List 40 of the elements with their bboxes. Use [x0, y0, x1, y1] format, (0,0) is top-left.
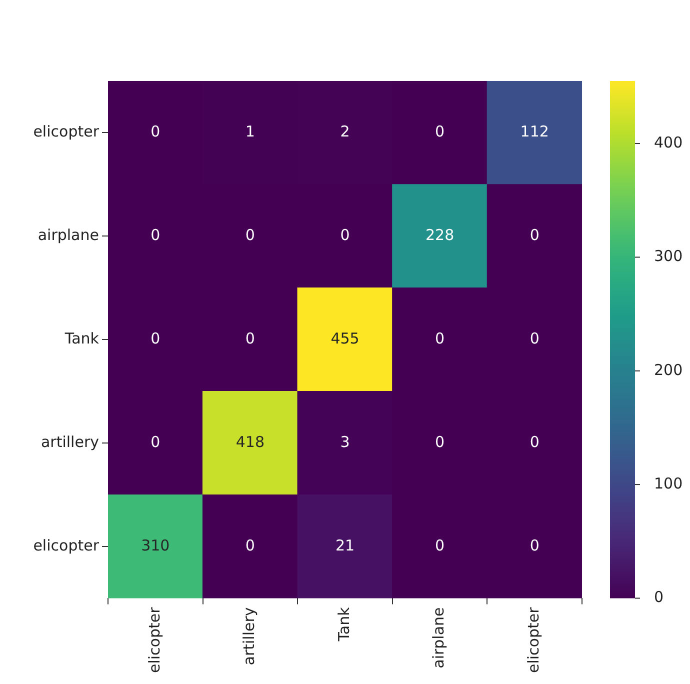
- data-label: 0: [435, 432, 445, 451]
- data-label: 228: [425, 226, 454, 244]
- data-label: 0: [530, 536, 540, 554]
- y-tick-label: Tank: [64, 330, 100, 348]
- color-bar-label: 100: [654, 474, 683, 492]
- data-label: 0: [245, 330, 255, 348]
- data-label: 0: [150, 122, 160, 141]
- data-label: 0: [530, 330, 540, 348]
- data-label: 21: [335, 536, 355, 554]
- y-tick-label: artillery: [40, 432, 100, 451]
- data-label: 0: [435, 536, 445, 554]
- y-tick-label: airplane: [38, 226, 99, 244]
- x-tick-label: elicopter: [145, 606, 164, 674]
- data-label: 310: [141, 536, 170, 554]
- color-bar-label: 0: [654, 588, 664, 606]
- data-label: 1: [245, 122, 255, 141]
- x-tick-label: airplane: [430, 607, 448, 668]
- data-label: 0: [435, 122, 445, 141]
- x-tick-label: Tank: [334, 606, 353, 642]
- data-label: 2: [340, 122, 350, 141]
- x-tick-label: artillery: [240, 607, 258, 666]
- x-tick-label: elicopter: [524, 606, 542, 674]
- data-label: 0: [435, 330, 445, 348]
- color-bar-label: 300: [654, 247, 683, 266]
- data-label: 112: [520, 122, 549, 141]
- data-label: 0: [530, 432, 540, 451]
- color-bar-label: 400: [654, 133, 683, 152]
- data-label: 0: [530, 226, 540, 244]
- y-tick-label: elicopter: [33, 122, 100, 141]
- data-label: 0: [245, 226, 255, 244]
- y-tick-label: elicopter: [33, 536, 100, 554]
- data-label: 418: [236, 432, 265, 451]
- data-label: 0: [245, 536, 255, 554]
- data-label: 455: [330, 330, 360, 348]
- data-label: 0: [150, 432, 160, 451]
- data-label: 3: [340, 432, 350, 451]
- data-label: 0: [150, 330, 160, 348]
- data-label: 0: [150, 226, 160, 244]
- color-bar-label: 200: [654, 360, 683, 379]
- data-label: 0: [340, 226, 350, 244]
